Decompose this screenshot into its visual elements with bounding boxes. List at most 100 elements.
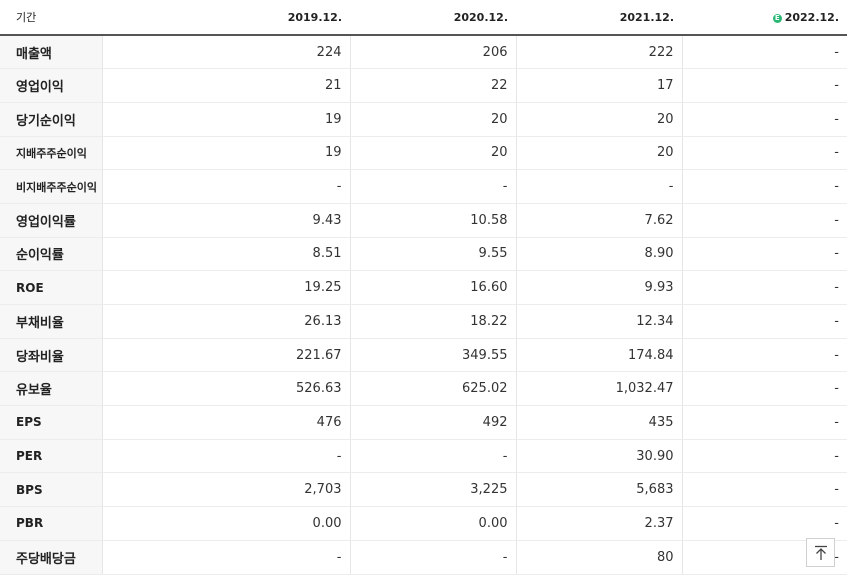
cell-value: 12.34 <box>515 304 682 339</box>
row-label: 지배주주순이익 <box>0 136 102 171</box>
cell-value: - <box>515 169 682 204</box>
cell-value: - <box>101 539 350 575</box>
table-row: 당기순이익 19 20 20 - <box>0 102 847 137</box>
cell-value: 26.13 <box>101 304 350 339</box>
cell-value: - <box>681 237 847 272</box>
row-label: BPS <box>0 472 102 508</box>
table-header-row: 기간 2019.12. 2020.12. 2021.12. E 2022.12. <box>0 0 847 36</box>
row-label: 순이익률 <box>0 237 102 272</box>
cell-value: 435 <box>515 405 682 440</box>
cell-value: 8.51 <box>101 237 350 272</box>
cell-value: 20 <box>515 102 682 137</box>
year-header-2021: 2021.12. <box>516 0 682 36</box>
row-label: PBR <box>0 506 102 541</box>
cell-value: 21 <box>101 68 350 103</box>
year-header-2020: 2020.12. <box>350 0 516 36</box>
cell-value: 206 <box>349 35 516 70</box>
cell-value: - <box>681 270 847 305</box>
cell-value: - <box>681 169 847 204</box>
cell-value: 30.90 <box>515 439 682 474</box>
cell-value: 20 <box>515 136 682 171</box>
arrow-up-to-top-icon <box>814 545 827 560</box>
cell-value: 9.43 <box>101 202 350 238</box>
row-label: PER <box>0 439 102 474</box>
cell-value: 5,683 <box>515 472 682 508</box>
table-row: EPS 476 492 435 - <box>0 405 847 440</box>
cell-value: 224 <box>101 35 350 70</box>
row-label: 영업이익률 <box>0 202 102 238</box>
year-header-2019: 2019.12. <box>102 0 350 36</box>
table-row: 영업이익 21 22 17 - <box>0 68 847 103</box>
table-row: 부채비율 26.13 18.22 12.34 - <box>0 304 847 339</box>
cell-value: 7.62 <box>515 202 682 238</box>
cell-value: - <box>349 539 516 575</box>
scroll-to-top-button[interactable] <box>806 538 835 567</box>
cell-value: 2,703 <box>101 472 350 508</box>
cell-value: 8.90 <box>515 237 682 272</box>
cell-value: - <box>349 169 516 204</box>
cell-value: 22 <box>349 68 516 103</box>
cell-value: - <box>681 35 847 70</box>
cell-value: 492 <box>349 405 516 440</box>
row-label: 부채비율 <box>0 304 102 339</box>
table-row: 유보율 526.63 625.02 1,032.47 - <box>0 371 847 407</box>
cell-value: 221.67 <box>101 338 350 373</box>
cell-value: - <box>101 439 350 474</box>
cell-value: 10.58 <box>349 202 516 238</box>
cell-value: - <box>101 169 350 204</box>
table-row: 매출액 224 206 222 - <box>0 35 847 70</box>
estimate-badge-icon: E <box>772 13 782 23</box>
cell-value: 20 <box>349 102 516 137</box>
table-row: PER - - 30.90 - <box>0 439 847 474</box>
table-row: 영업이익률 9.43 10.58 7.62 - <box>0 202 847 238</box>
cell-value: - <box>681 202 847 238</box>
cell-value: - <box>681 439 847 474</box>
cell-value: 625.02 <box>349 371 516 407</box>
cell-value: 19 <box>101 136 350 171</box>
row-label: ROE <box>0 270 102 305</box>
year-header-2022-estimate: E 2022.12. <box>682 0 847 36</box>
row-label: 유보율 <box>0 371 102 407</box>
row-label: 당기순이익 <box>0 102 102 137</box>
table-row: 순이익률 8.51 9.55 8.90 - <box>0 237 847 272</box>
cell-value: 20 <box>349 136 516 171</box>
cell-value: - <box>681 506 847 541</box>
cell-value: - <box>681 371 847 407</box>
cell-value: 1,032.47 <box>515 371 682 407</box>
row-label: 주당배당금 <box>0 539 102 575</box>
cell-value: - <box>681 102 847 137</box>
cell-value: 9.93 <box>515 270 682 305</box>
row-label: 매출액 <box>0 35 102 70</box>
cell-value: 174.84 <box>515 338 682 373</box>
cell-value: 0.00 <box>349 506 516 541</box>
cell-value: - <box>681 136 847 171</box>
cell-value: - <box>681 405 847 440</box>
table-row: ROE 19.25 16.60 9.93 - <box>0 270 847 305</box>
cell-value: 19.25 <box>101 270 350 305</box>
row-label: EPS <box>0 405 102 440</box>
cell-value: 18.22 <box>349 304 516 339</box>
cell-value: 476 <box>101 405 350 440</box>
table-row: PBR 0.00 0.00 2.37 - <box>0 506 847 541</box>
cell-value: - <box>681 68 847 103</box>
cell-value: 0.00 <box>101 506 350 541</box>
year-header-2022-label: 2022.12. <box>784 10 839 24</box>
cell-value: 16.60 <box>349 270 516 305</box>
cell-value: 2.37 <box>515 506 682 541</box>
cell-value: 19 <box>101 102 350 137</box>
row-label: 당좌비율 <box>0 338 102 373</box>
table-row: 주당배당금 - - 80 - <box>0 539 847 575</box>
cell-value: - <box>681 472 847 508</box>
period-header: 기간 <box>0 0 102 36</box>
cell-value: - <box>349 439 516 474</box>
cell-value: 222 <box>515 35 682 70</box>
row-label: 비지배주주순이익 <box>0 169 102 204</box>
table-row: 지배주주순이익 19 20 20 - <box>0 136 847 171</box>
cell-value: 349.55 <box>349 338 516 373</box>
cell-value: - <box>681 304 847 339</box>
cell-value: 3,225 <box>349 472 516 508</box>
table-row: 비지배주주순이익 - - - - <box>0 169 847 204</box>
row-label: 영업이익 <box>0 68 102 103</box>
table-row: BPS 2,703 3,225 5,683 - <box>0 472 847 508</box>
